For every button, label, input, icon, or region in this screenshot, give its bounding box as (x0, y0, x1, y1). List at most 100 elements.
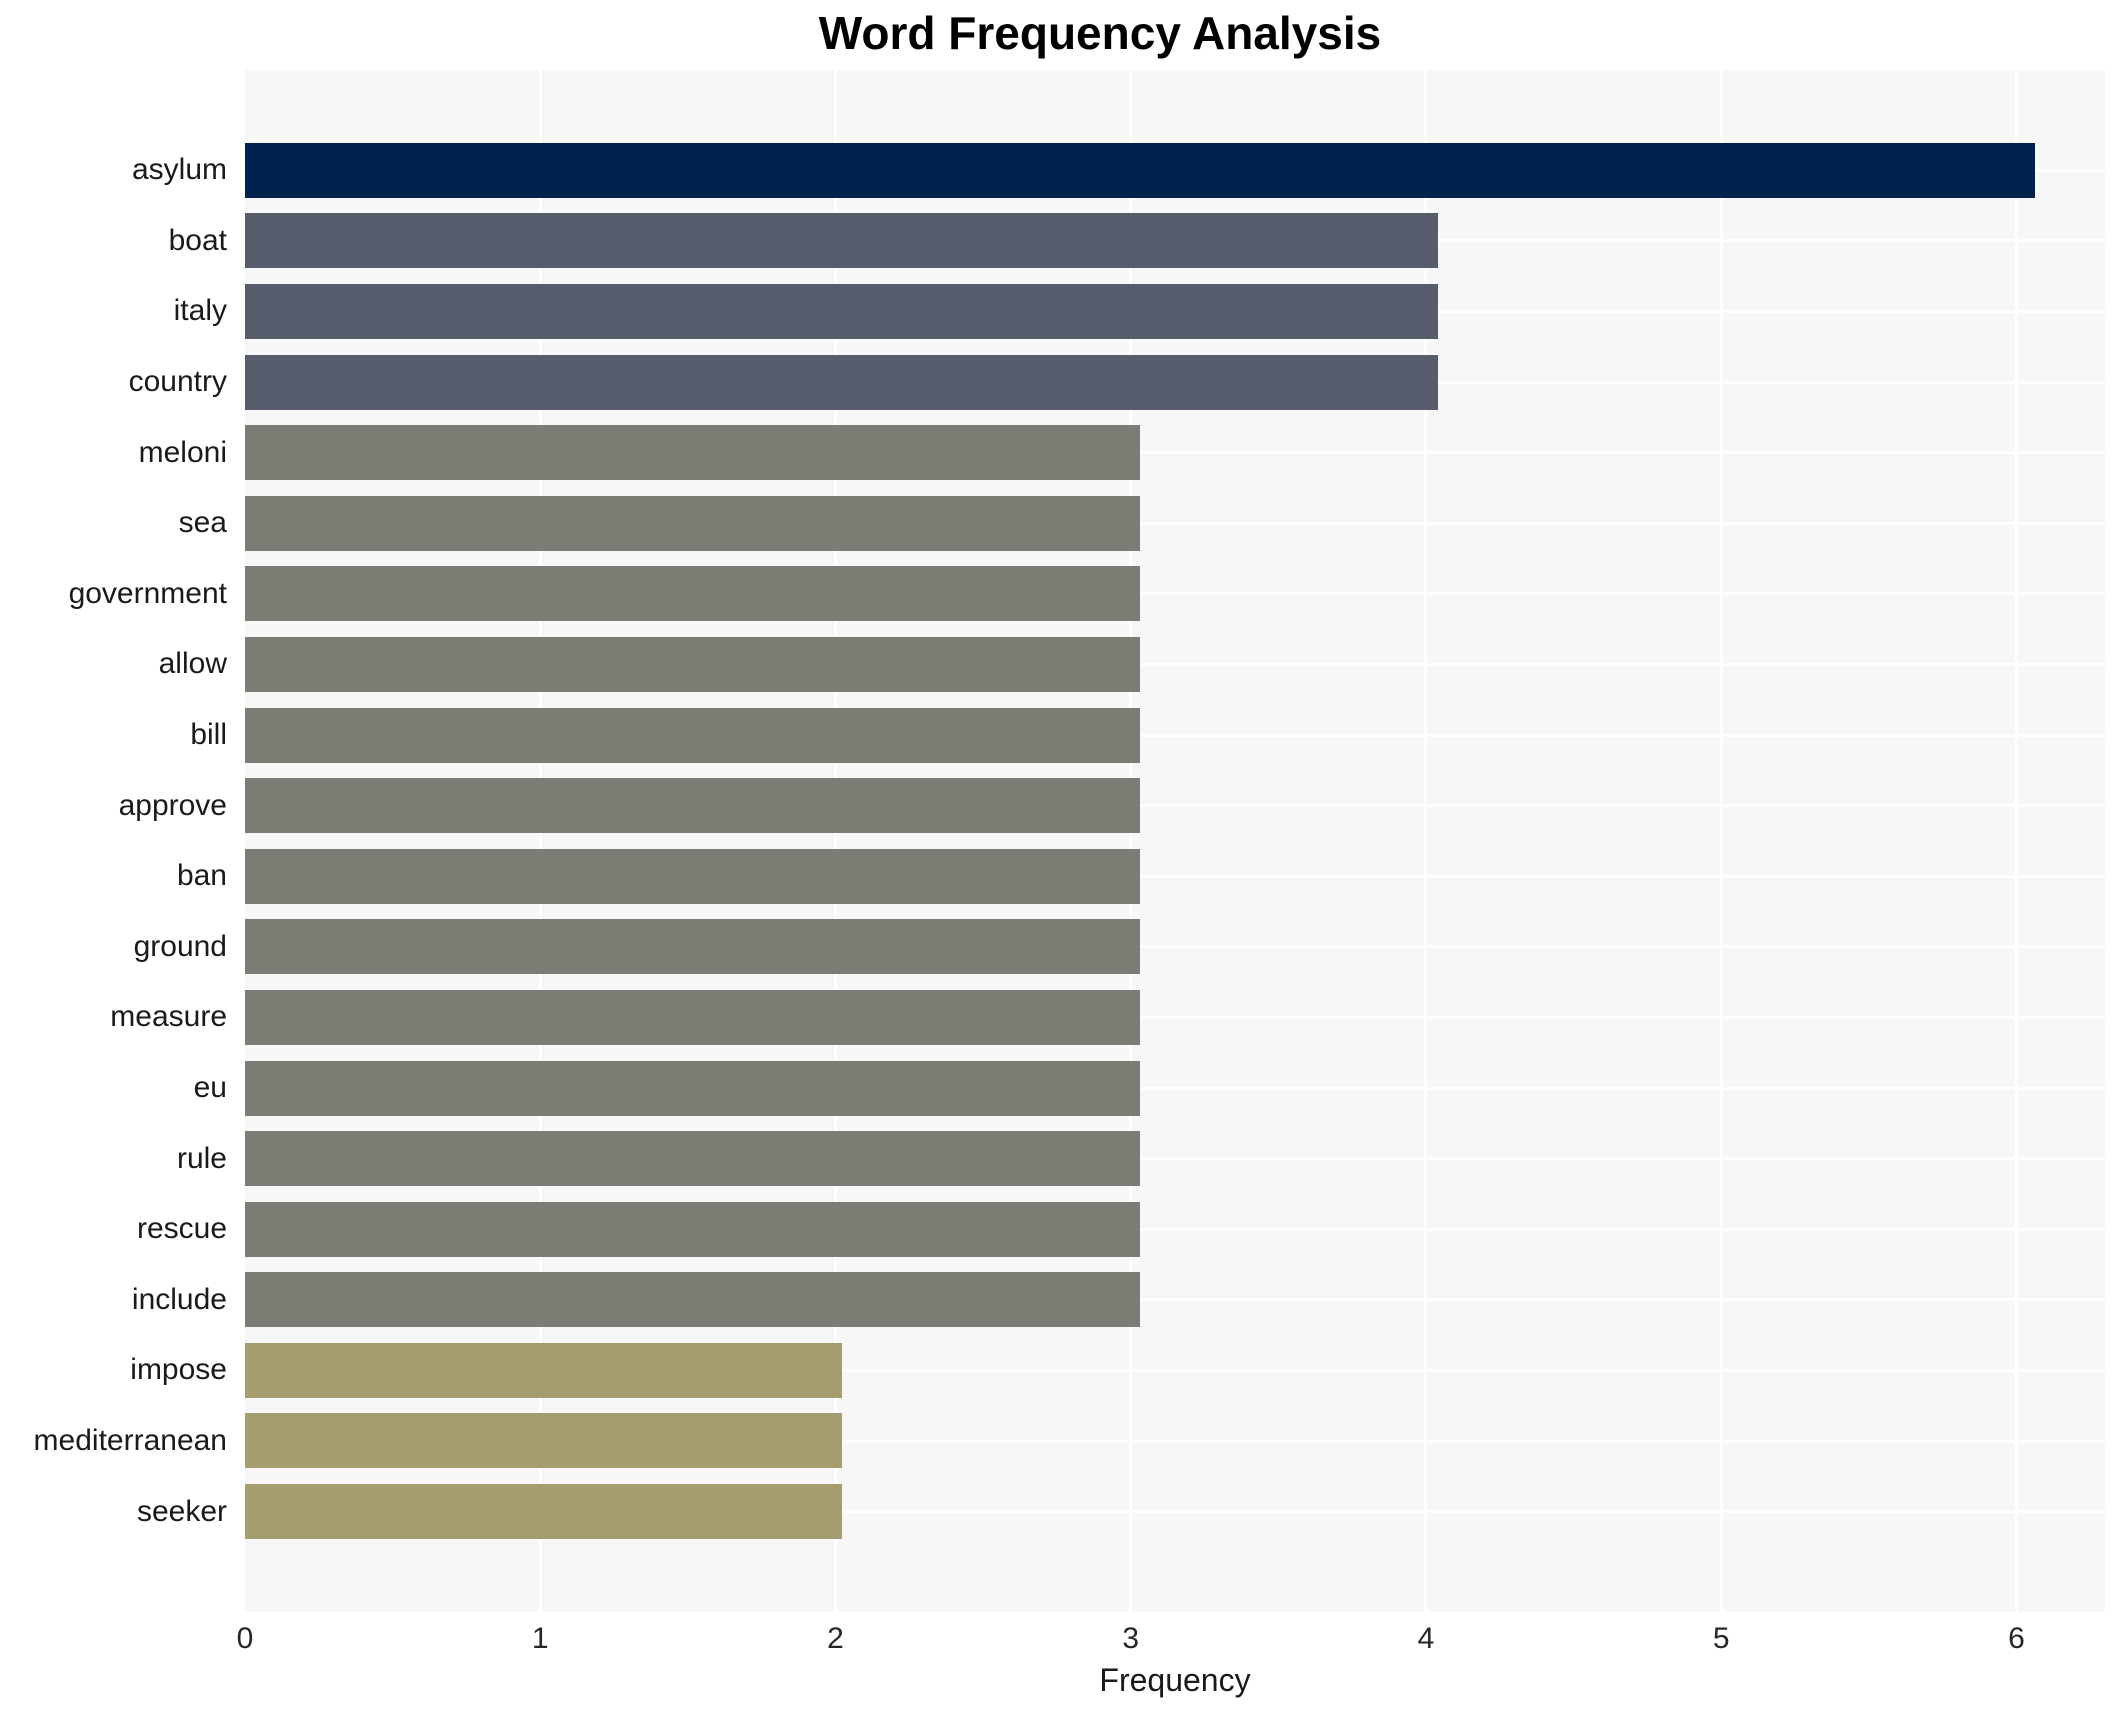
bar-row: impose (0, 1335, 2124, 1406)
x-tick-label: 3 (1122, 1622, 1140, 1655)
frequency-bar (245, 1484, 842, 1540)
frequency-bar (245, 989, 1140, 1045)
vertical-gridline (2014, 70, 2018, 1612)
category-label: bill (190, 718, 227, 752)
chart-title: Word Frequency Analysis (818, 7, 1382, 59)
vertical-gridline (833, 70, 837, 1612)
bar-track (245, 841, 2124, 912)
bar-row: seeker (0, 1476, 2124, 1547)
horizontal-gridline (245, 874, 2105, 878)
frequency-bar (245, 778, 1140, 834)
x-tick-label: 5 (1712, 1622, 1730, 1655)
frequency-bar (245, 1131, 1140, 1187)
frequency-bar (245, 354, 1439, 410)
bar-track (245, 1194, 2124, 1265)
horizontal-gridline (245, 1439, 2105, 1443)
frequency-bar (245, 1413, 842, 1469)
x-tick-label: 2 (827, 1622, 844, 1655)
bar-row: asylum (0, 135, 2124, 206)
category-label: country (128, 365, 227, 399)
bar-track (245, 770, 2124, 841)
x-tick-label: 6 (2008, 1622, 2025, 1655)
bar-track (245, 1265, 2124, 1336)
category-label: rescue (136, 1212, 227, 1246)
bar-track (245, 912, 2124, 983)
vertical-gridline (1424, 70, 1428, 1612)
horizontal-gridline (245, 663, 2105, 666)
bar-track (245, 488, 2124, 559)
bar-track (245, 700, 2124, 771)
vertical-gridline (538, 70, 542, 1612)
bar-track (245, 276, 2124, 347)
bar-track (245, 1335, 2124, 1406)
frequency-bar (245, 707, 1140, 763)
horizontal-gridline (245, 521, 2105, 525)
bar-row: measure (0, 982, 2124, 1053)
category-label: rule (176, 1141, 227, 1175)
bar-row: ban (0, 841, 2124, 912)
category-label: ground (133, 929, 227, 963)
category-label: government (68, 576, 227, 610)
horizontal-gridline (245, 1086, 2105, 1090)
x-tick-label: 0 (236, 1622, 254, 1655)
bar-track (245, 559, 2124, 630)
category-label: approve (118, 788, 227, 822)
x-tick-label: 4 (1417, 1622, 1435, 1655)
frequency-bar (245, 566, 1140, 622)
bar-row: ground (0, 912, 2124, 983)
bar-row: country (0, 347, 2124, 418)
horizontal-gridline (245, 1016, 2105, 1019)
frequency-bar (245, 142, 2035, 198)
frequency-bar (245, 848, 1140, 904)
bar-row: bill (0, 700, 2124, 771)
bar-track (245, 206, 2124, 277)
bar-row: boat (0, 206, 2124, 277)
bar-row: italy (0, 276, 2124, 347)
category-label: sea (178, 506, 227, 540)
category-label: eu (193, 1071, 227, 1105)
category-label: boat (168, 223, 227, 257)
x-axis-label: Frequency (1099, 1662, 1251, 1698)
vertical-gridline (1129, 70, 1133, 1612)
bar-row: approve (0, 770, 2124, 841)
frequency-bar (245, 283, 1439, 339)
bar-track (245, 1053, 2124, 1124)
bar-row: meloni (0, 417, 2124, 488)
bar-track (245, 1476, 2124, 1547)
frequency-bar (245, 919, 1140, 975)
bar-track (245, 135, 2124, 206)
horizontal-gridline (245, 592, 2105, 596)
horizontal-gridline (245, 804, 2105, 808)
bar-row: eu (0, 1053, 2124, 1124)
bar-row: allow (0, 629, 2124, 700)
category-label: allow (158, 647, 227, 681)
category-label: ban (176, 859, 227, 893)
category-label: impose (130, 1353, 227, 1387)
bar-row: include (0, 1265, 2124, 1336)
category-label: include (131, 1282, 227, 1316)
frequency-bar (245, 1060, 1140, 1116)
bar-track (245, 982, 2124, 1053)
category-label: asylum (131, 153, 227, 187)
x-tick-label: 1 (531, 1622, 549, 1655)
category-label: mediterranean (33, 1423, 227, 1457)
bar-track (245, 1123, 2124, 1194)
frequency-bar (245, 495, 1140, 551)
category-label: seeker (136, 1494, 227, 1528)
horizontal-gridline (245, 1298, 2105, 1302)
category-label: italy (173, 294, 227, 328)
bar-track (245, 417, 2124, 488)
horizontal-gridline (245, 945, 2105, 949)
category-label: meloni (138, 435, 227, 469)
horizontal-gridline (245, 733, 2105, 737)
bar-row: mediterranean (0, 1406, 2124, 1477)
horizontal-gridline (245, 1227, 2105, 1231)
bar-track (245, 629, 2124, 700)
frequency-bar (245, 425, 1140, 481)
horizontal-gridline (245, 451, 2105, 455)
bar-track (245, 1406, 2124, 1477)
frequency-bar (245, 636, 1140, 692)
frequency-bar (245, 213, 1439, 269)
frequency-bar (245, 1342, 842, 1398)
